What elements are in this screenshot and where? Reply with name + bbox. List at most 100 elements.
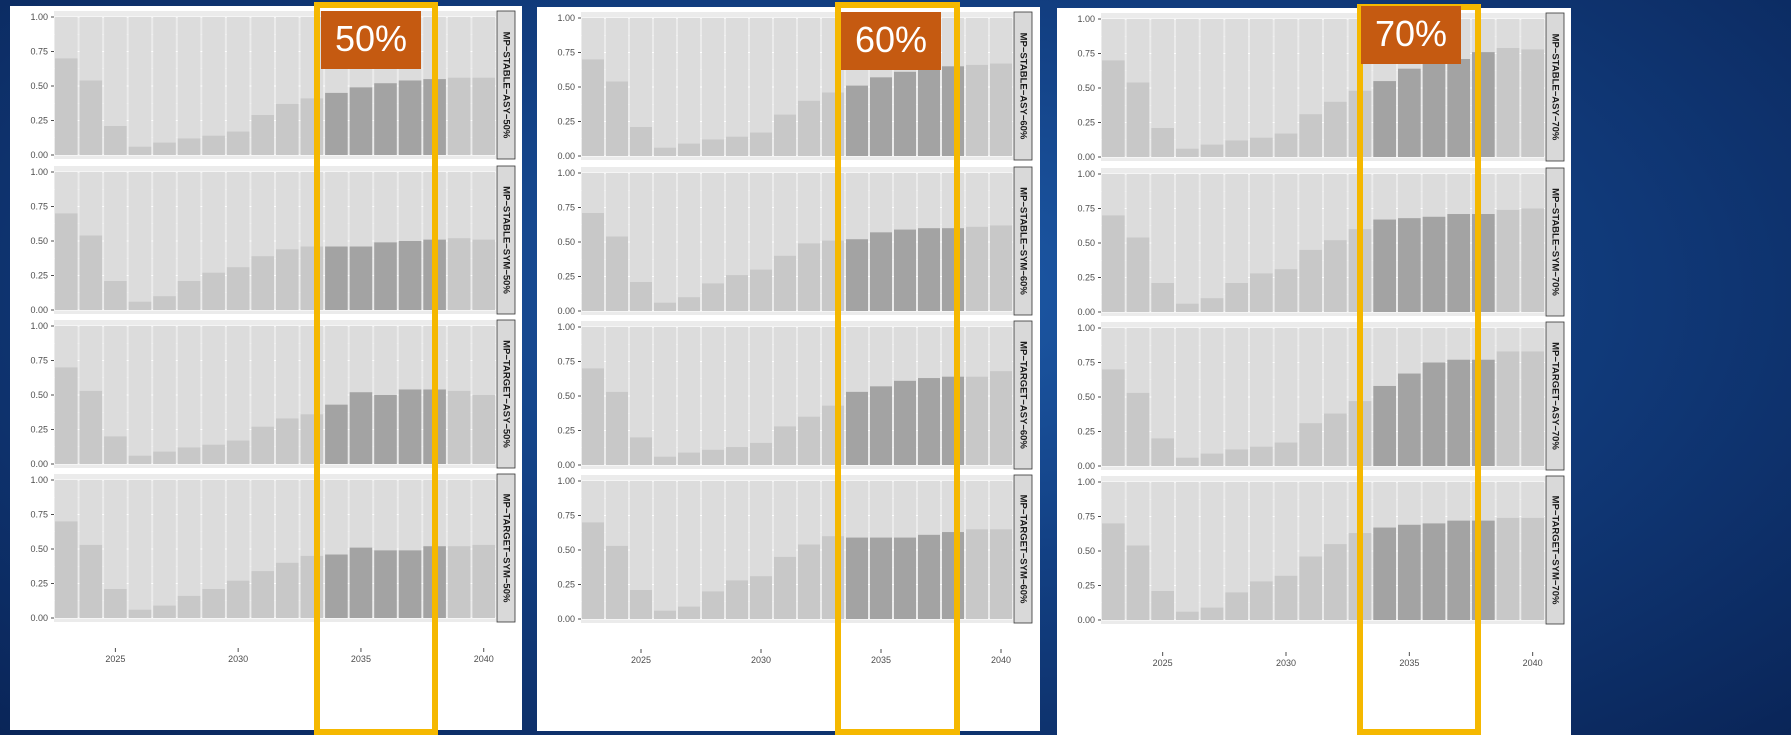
y-tick-label: 0.25 (30, 425, 48, 435)
bar-band-2026 (654, 173, 676, 311)
bar-2032 (1324, 240, 1347, 312)
bar-band-2027 (1200, 174, 1224, 312)
bar-2038 (423, 239, 446, 310)
bar-2033 (300, 98, 324, 155)
bar-2025 (1151, 591, 1174, 620)
bar-2036 (374, 395, 397, 464)
bar-band-2025 (1151, 19, 1174, 157)
bar-2025 (104, 126, 127, 155)
y-tick-label: 0.00 (30, 150, 48, 160)
y-tick-label: 1.00 (557, 322, 575, 332)
y-tick-label: 1.00 (1077, 169, 1095, 179)
bar-2039 (966, 376, 988, 465)
facet-strip (496, 473, 516, 623)
bar-band-2029 (726, 327, 748, 465)
bar-2032 (1324, 413, 1347, 466)
bar-2026 (128, 455, 152, 464)
bar-2025 (1151, 128, 1174, 157)
bar-band-2030 (1274, 19, 1298, 157)
bar-2031 (1299, 249, 1322, 312)
bar-band-2025 (104, 326, 127, 464)
bar-band-2025 (104, 17, 127, 155)
bar-2023 (582, 213, 604, 311)
facet-label: MP−STABLE−ASY−50% (500, 32, 511, 139)
bar-2034 (325, 554, 348, 618)
y-tick-label: 0.75 (1077, 512, 1095, 522)
bar-2035 (1398, 524, 1421, 620)
threshold-badge-50: 50% (321, 11, 422, 69)
facet-label: MP−STABLE−SYM−60% (1017, 187, 1028, 295)
bar-band-2029 (202, 480, 225, 618)
bar-2039 (447, 390, 471, 464)
bar-2030 (750, 269, 772, 311)
y-tick-label: 1.00 (30, 321, 48, 331)
bar-2030 (1274, 575, 1298, 620)
bar-2033 (822, 405, 844, 465)
bar-2028 (702, 283, 724, 311)
y-tick-label: 0.75 (557, 203, 575, 213)
bar-band-2028 (702, 18, 724, 156)
bar-band-2026 (1176, 482, 1199, 620)
bar-2040 (472, 77, 495, 155)
bar-band-2029 (1250, 328, 1273, 466)
bar-band-2026 (1176, 328, 1199, 466)
y-tick-label: 1.00 (1077, 14, 1095, 24)
bar-2031 (251, 571, 274, 618)
bar-2032 (798, 544, 820, 619)
bar-2039 (447, 546, 471, 618)
bar-2032 (276, 418, 299, 464)
facet-label: MP−TARGET−SYM−70% (1549, 496, 1560, 605)
facet-label: MP−TARGET−ASY−50% (500, 340, 511, 448)
bar-2025 (1151, 438, 1174, 466)
bar-2027 (678, 143, 700, 156)
bar-2024 (606, 236, 628, 311)
bar-band-2028 (1225, 174, 1248, 312)
facet-label: MP−TARGET−SYM−60% (1017, 495, 1028, 604)
bar-2040 (472, 544, 495, 618)
x-tick-label: 2035 (1399, 658, 1419, 668)
chart-panel-70: 0.00 0.25 0.50 0.75 1.00 MP−STABLE−ASY−70% 0.0… (1057, 8, 1571, 735)
bar-2039 (1496, 351, 1520, 466)
y-tick-label: 0.25 (557, 426, 575, 436)
bar-2031 (251, 426, 274, 464)
bar-band-2029 (726, 18, 748, 156)
bar-2033 (1348, 229, 1372, 312)
y-tick-label: 0.75 (1077, 49, 1095, 59)
bar-band-2028 (702, 481, 724, 619)
bar-2037 (1447, 520, 1470, 620)
bar-2034 (1373, 81, 1396, 157)
bar-2038 (942, 228, 964, 311)
bar-2027 (153, 142, 176, 155)
y-tick-label: 0.25 (1077, 427, 1095, 437)
y-tick-label: 0.50 (30, 236, 48, 246)
facet-strip (496, 319, 516, 469)
bar-2024 (1126, 392, 1150, 466)
bar-2036 (894, 380, 916, 465)
bar-2037 (1447, 359, 1470, 466)
bar-2036 (1422, 523, 1446, 620)
facet-background (1101, 13, 1545, 161)
facet-strip (1545, 321, 1565, 471)
facet-label: MP−TARGET−ASY−60% (1017, 341, 1028, 449)
bar-2030 (750, 576, 772, 619)
bar-2025 (104, 281, 127, 310)
bar-2031 (774, 114, 796, 156)
bar-band-2026 (128, 480, 152, 618)
bar-band-2026 (128, 326, 152, 464)
bar-2039 (1496, 209, 1520, 312)
bar-2029 (1250, 137, 1273, 157)
bar-2028 (1225, 592, 1248, 620)
y-tick-label: 0.00 (557, 306, 575, 316)
y-tick-label: 0.75 (1077, 358, 1095, 368)
y-tick-label: 0.50 (30, 544, 48, 554)
bar-band-2027 (1200, 482, 1224, 620)
bar-band-2026 (1176, 19, 1199, 157)
bar-2023 (1102, 215, 1125, 312)
facet-background (54, 474, 496, 622)
bar-2028 (1225, 449, 1248, 466)
bar-2029 (202, 444, 225, 464)
bar-2031 (774, 255, 796, 311)
y-tick-label: 0.50 (30, 390, 48, 400)
bar-2035 (349, 87, 373, 155)
bar-band-2025 (630, 327, 652, 465)
